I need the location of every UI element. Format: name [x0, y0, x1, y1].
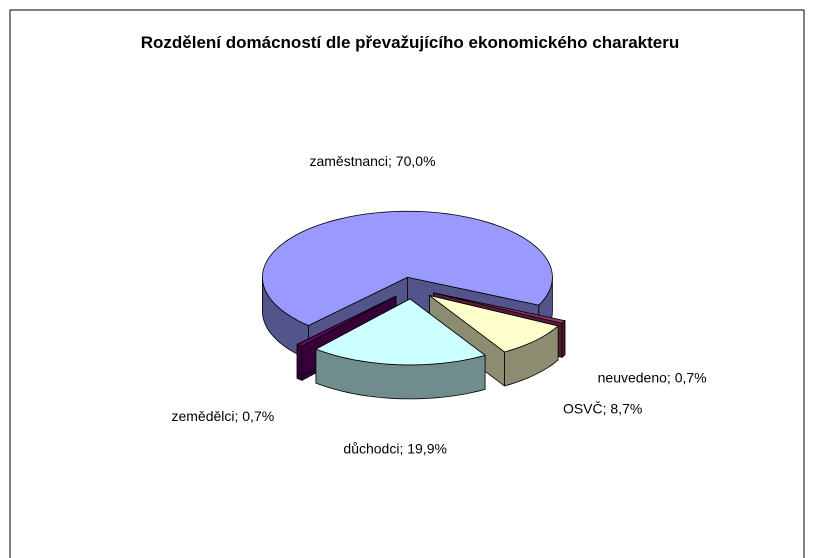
data-label: důchodci; 19,9%	[343, 440, 447, 456]
data-label: zemědělci; 0,7%	[171, 408, 274, 424]
slice-top	[433, 292, 566, 324]
slice	[315, 298, 486, 400]
chart-title: Rozdělení domácností dle převažujícího e…	[140, 33, 680, 52]
slice-top	[429, 295, 559, 353]
slice-side	[561, 320, 566, 358]
data-label: OSVČ; 8,7%	[563, 400, 642, 416]
slice	[429, 295, 559, 387]
slice-top	[262, 210, 553, 326]
data-label: neuvedeno; 0,7%	[598, 369, 707, 385]
slice-top	[315, 298, 486, 366]
slice-side	[296, 344, 303, 381]
slice-top	[296, 295, 397, 347]
data-label: zaměstnanci; 70,0%	[309, 153, 435, 169]
